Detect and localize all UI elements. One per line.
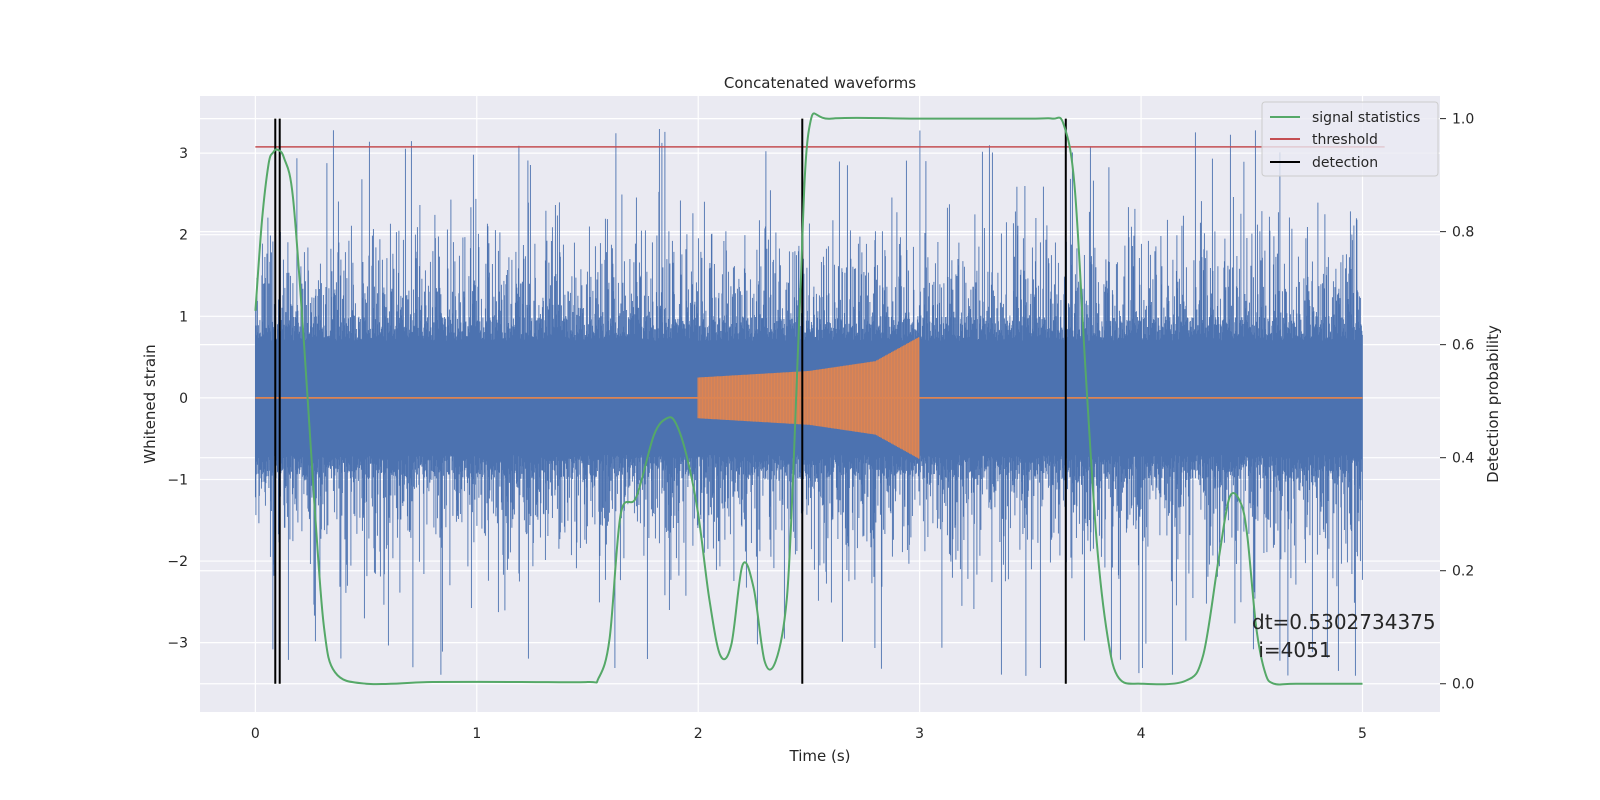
x-tick-label: 1	[472, 726, 481, 742]
x-axis-title: Time (s)	[789, 747, 851, 765]
y-left-tick-label: −3	[167, 636, 188, 652]
legend-box	[1261, 101, 1439, 177]
legend-label-threshold: threshold	[1312, 132, 1378, 148]
y-right-tick-label: 0.0	[1452, 677, 1474, 693]
legend: signal statistics threshold detection	[1261, 101, 1439, 177]
y-right-tick-label: 0.2	[1452, 564, 1474, 580]
y-right-tick-label: 0.6	[1452, 338, 1474, 354]
legend-label-detection: detection	[1312, 155, 1378, 171]
x-tick-label: 5	[1358, 726, 1367, 742]
y-left-axis-title: Whitened strain	[141, 344, 159, 463]
y-right-tick-label: 1.0	[1452, 112, 1474, 128]
y-right-tick-label: 0.8	[1452, 225, 1474, 241]
y-left-tick-label: −1	[167, 472, 188, 488]
x-tick-label: 4	[1137, 726, 1146, 742]
annotation-dt: dt=0.5302734375	[1252, 610, 1436, 634]
chart-title: Concatenated waveforms	[724, 74, 916, 92]
probability-series	[254, 112, 1385, 686]
x-tick-label: 2	[694, 726, 703, 742]
y-left-tick-label: 0	[179, 391, 188, 407]
x-tick-label: 0	[251, 726, 260, 742]
legend-label-signal-statistics: signal statistics	[1312, 110, 1420, 126]
x-tick-label: 3	[915, 726, 924, 742]
y-right-axis-title: Detection probability	[1484, 325, 1502, 483]
y-left-tick-label: 2	[179, 228, 188, 244]
annotation-index: i=4051	[1252, 638, 1332, 662]
signal-statistics-line	[254, 112, 1363, 686]
y-left-tick-label: 1	[179, 309, 188, 325]
y-right-tick-label: 0.4	[1452, 451, 1474, 467]
y-left-tick-label: −2	[167, 554, 188, 570]
axis-ticks: 0 1 2 3 4 5 −3 −2 −1 0 1 2 3 0.0 0.2 0.4 0.6 0.8 1.0	[167, 112, 1474, 742]
y-left-tick-label: 3	[179, 146, 188, 162]
